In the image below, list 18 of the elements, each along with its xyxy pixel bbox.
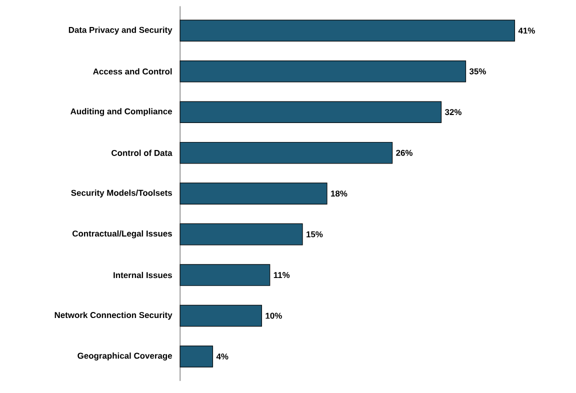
y-tick-label: Auditing and Compliance xyxy=(70,108,172,116)
data-label: 4% xyxy=(216,353,228,360)
data-label: 15% xyxy=(306,231,323,238)
y-tick-label: Geographical Coverage xyxy=(78,352,172,360)
y-tick-label: Access and Control xyxy=(93,68,172,74)
data-label: 10% xyxy=(266,312,282,319)
data-label: 35% xyxy=(469,68,486,74)
data-label: 32% xyxy=(444,109,462,116)
y-tick-label: Internal Issues xyxy=(114,272,172,278)
y-tick-label: Data Privacy and Security xyxy=(68,26,172,35)
y-tick-label: Network Connection Security xyxy=(54,312,172,320)
data-label: 11% xyxy=(274,272,290,278)
data-label: 18% xyxy=(331,190,348,196)
data-label: 41% xyxy=(518,28,535,34)
data-label: 26% xyxy=(396,150,413,156)
y-tick-label: Security Models/Toolsets xyxy=(71,190,172,198)
y-tick-label: Contractual/Legal Issues xyxy=(72,230,172,238)
y-tick-label: Control of Data xyxy=(112,150,172,156)
